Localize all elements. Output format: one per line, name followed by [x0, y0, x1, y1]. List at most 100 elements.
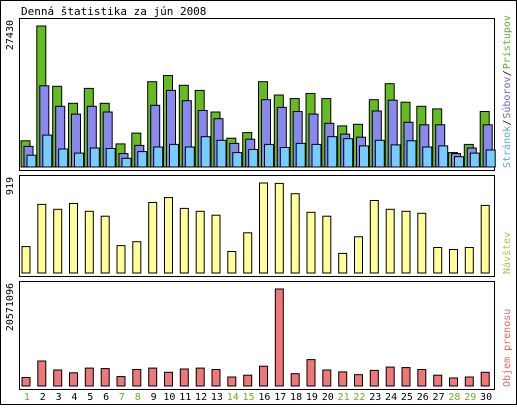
x-tick-label-day-15: 15 [243, 392, 255, 403]
legend-label-hits-1: Súborov [501, 76, 513, 118]
bar-stránok-day-14 [232, 152, 243, 168]
bar-stránok-day-20 [327, 136, 338, 168]
bar-volume-day-1 [21, 377, 31, 387]
x-tick-label-day-4: 4 [71, 392, 77, 403]
bar-stránok-day-18 [295, 142, 306, 168]
x-tick-label-day-11: 11 [179, 392, 191, 403]
x-tick-label-day-3: 3 [56, 392, 62, 403]
bar-volume-day-27 [433, 374, 443, 387]
bar-visits-day-21 [338, 252, 348, 274]
x-tick-label-day-30: 30 [480, 392, 492, 403]
bar-stránok-day-29 [469, 152, 480, 168]
bar-visits-day-20 [322, 215, 332, 274]
bar-visits-day-4 [69, 203, 78, 274]
bar-volume-day-4 [69, 372, 78, 387]
bar-stránok-day-2 [42, 134, 53, 168]
legend-label-hits-2: Prístupov [501, 15, 513, 69]
bar-stránok-day-3 [58, 148, 69, 168]
bar-stránok-day-24 [390, 144, 401, 168]
x-tick-label-day-22: 22 [353, 392, 365, 403]
bar-stránok-day-16 [264, 143, 274, 168]
chart-title: Denná štatistika za jún 2008 [21, 5, 206, 18]
bar-volume-day-18 [290, 373, 300, 387]
bar-volume-day-16 [259, 365, 268, 387]
legend-label-volume-0: Objem prenosu [502, 309, 513, 387]
bar-stránok-day-23 [374, 139, 385, 168]
legend-label-hits-0: Stránok [501, 126, 513, 168]
x-tick-label-day-23: 23 [369, 392, 381, 403]
legend-label-visits-0: Návštev [501, 232, 513, 274]
x-tick-label-day-8: 8 [135, 392, 141, 403]
bar-visits-day-22 [354, 236, 363, 274]
x-tick-label-day-27: 27 [433, 392, 445, 403]
bar-volume-day-5 [84, 367, 94, 387]
bar-stránok-day-4 [74, 152, 84, 168]
x-tick-label-day-6: 6 [103, 392, 109, 403]
x-tick-label-day-21: 21 [338, 392, 350, 403]
bar-volume-day-23 [369, 369, 379, 387]
bar-visits-day-6 [100, 215, 110, 274]
bar-visits-day-16 [259, 182, 268, 274]
bar-visits-day-1 [21, 246, 31, 274]
bar-volume-day-29 [464, 376, 474, 387]
x-tick-label-day-20: 20 [322, 392, 334, 403]
bar-stránok-day-1 [26, 154, 37, 168]
bar-volume-day-15 [243, 374, 253, 387]
bar-stránok-day-10 [169, 143, 179, 168]
bar-visits-day-23 [369, 200, 379, 274]
bar-visits-day-12 [195, 210, 205, 274]
bar-visits-day-14 [227, 251, 237, 274]
legend-separator-hits: / [502, 120, 513, 126]
x-tick-label-day-19: 19 [306, 392, 318, 403]
x-tick-label-day-9: 9 [151, 392, 157, 403]
bar-volume-day-12 [195, 367, 205, 387]
bar-volume-day-14 [227, 376, 237, 387]
bar-volume-day-10 [164, 371, 173, 387]
bar-visits-day-15 [243, 232, 253, 274]
legend-separator-hits: / [502, 70, 513, 76]
bar-visits-day-9 [148, 202, 158, 274]
ymax-label-volume: 20571096 [5, 283, 16, 331]
bar-stránok-day-13 [216, 139, 227, 168]
bar-volume-day-6 [100, 368, 110, 387]
bar-volume-day-22 [354, 374, 363, 387]
bar-volume-day-2 [37, 360, 47, 387]
bar-stránok-day-25 [406, 140, 417, 168]
x-tick-label-day-10: 10 [163, 392, 175, 403]
x-tick-label-day-29: 29 [464, 392, 476, 403]
bar-stránok-day-28 [454, 156, 464, 168]
x-tick-label-day-5: 5 [87, 392, 93, 403]
x-tick-label-day-7: 7 [119, 392, 125, 403]
x-tick-label-day-1: 1 [24, 392, 30, 403]
bar-volume-day-7 [116, 376, 126, 387]
bar-visits-day-11 [179, 207, 189, 274]
bar-visits-day-30 [480, 204, 490, 274]
bar-visits-day-25 [401, 210, 411, 274]
bar-visits-day-19 [306, 211, 316, 274]
x-tick-label-day-17: 17 [274, 392, 286, 403]
x-tick-label-day-2: 2 [40, 392, 46, 403]
bar-stránok-day-5 [89, 147, 100, 168]
bar-visits-day-13 [211, 214, 221, 274]
panel-frame-visits [19, 175, 495, 277]
bar-visits-day-18 [290, 193, 300, 274]
bar-visits-day-29 [464, 247, 474, 274]
x-tick-label-day-18: 18 [290, 392, 302, 403]
bar-stránok-day-22 [359, 145, 369, 168]
bar-stránok-day-12 [200, 136, 211, 168]
bar-visits-day-10 [164, 197, 173, 274]
bar-visits-day-26 [417, 212, 427, 274]
bar-visits-day-17 [274, 182, 284, 274]
bar-stránok-day-6 [105, 148, 116, 168]
bar-stránok-day-9 [153, 146, 164, 168]
bar-volume-day-30 [480, 371, 490, 387]
bar-visits-day-5 [84, 210, 94, 274]
bar-stránok-day-17 [279, 147, 290, 168]
bar-volume-day-21 [338, 371, 348, 387]
panel-frame-volume [19, 281, 495, 390]
ymax-label-hits: 27430 [5, 20, 16, 50]
bar-stránok-day-15 [248, 149, 259, 168]
bar-visits-day-27 [433, 247, 443, 274]
